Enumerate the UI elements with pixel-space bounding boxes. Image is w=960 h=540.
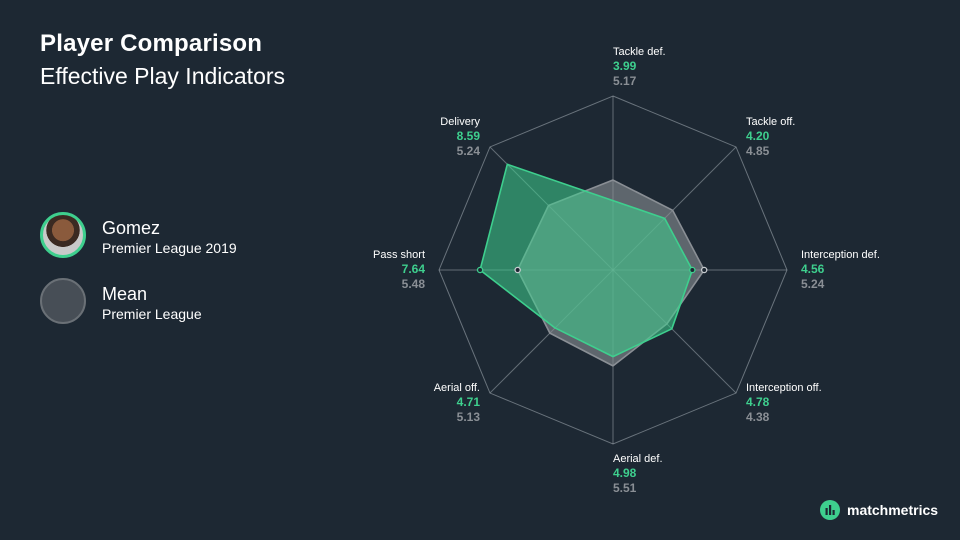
series-mean-point <box>514 266 521 274</box>
series-player-polygon <box>479 163 694 358</box>
legend-mean-name: Mean <box>102 284 148 304</box>
mean-value-label: 5.13 <box>457 410 481 424</box>
axis-label: Aerial off. <box>434 382 480 394</box>
mean-value-label: 4.85 <box>746 144 770 158</box>
player-value-label: 8.59 <box>457 129 481 143</box>
axis-label: Interception def. <box>801 249 880 261</box>
player-value-label: 7.64 <box>402 262 426 276</box>
player-avatar <box>40 212 86 258</box>
mean-avatar <box>40 278 86 324</box>
legend-player-name: Gomez <box>102 218 161 238</box>
axis-label: Tackle off. <box>746 116 795 128</box>
matchmetrics-logo-icon <box>820 500 840 520</box>
player-value-label: 4.20 <box>746 129 770 143</box>
series-player-point <box>476 266 484 274</box>
player-value-label: 3.99 <box>613 59 637 73</box>
axis-label: Interception off. <box>746 382 822 394</box>
mean-value-label: 5.51 <box>613 481 637 495</box>
legend-mean-league: Premier League <box>102 306 202 322</box>
mean-value-label: 5.24 <box>457 144 481 158</box>
player-value-label: 4.56 <box>801 262 825 276</box>
legend-player-league: Premier League 2019 <box>102 240 237 256</box>
brand-name: matchmetrics <box>847 502 939 518</box>
player-value-label: 4.78 <box>746 395 770 409</box>
mean-value-label: 5.17 <box>613 74 637 88</box>
chart-title: Player Comparison <box>40 30 263 57</box>
mean-value-label: 5.24 <box>801 277 825 291</box>
series-mean-point <box>700 266 708 274</box>
series-player-point <box>689 266 696 274</box>
mean-value-label: 5.48 <box>402 277 426 291</box>
axis-label: Pass short <box>373 249 425 261</box>
player-value-label: 4.98 <box>613 466 637 480</box>
chart-subtitle: Effective Play Indicators <box>40 63 286 89</box>
mean-value-label: 4.38 <box>746 410 770 424</box>
axis-label: Aerial def. <box>613 453 663 465</box>
axis-label: Delivery <box>440 116 480 128</box>
player-value-label: 4.71 <box>457 395 481 409</box>
axis-label: Tackle def. <box>613 46 666 58</box>
